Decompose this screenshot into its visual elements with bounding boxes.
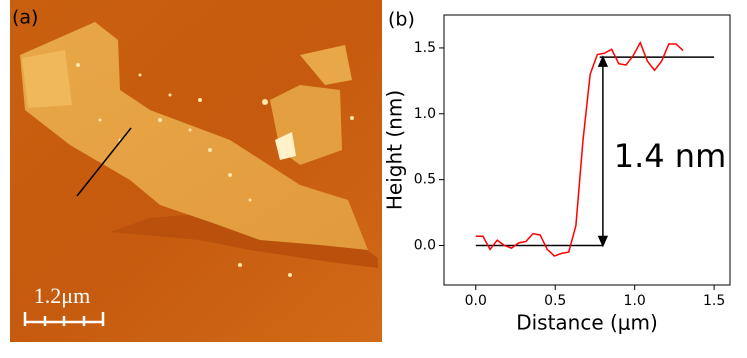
y-tick-label: 0.0 bbox=[414, 237, 436, 253]
y-tick-label: 1.0 bbox=[414, 106, 436, 122]
arrow bbox=[597, 55, 609, 248]
y-tick-label: 0.5 bbox=[414, 172, 436, 188]
data-line bbox=[475, 40, 684, 257]
plot-frame bbox=[443, 14, 731, 286]
panel-label: (a) bbox=[12, 7, 38, 29]
afm-flake-layer bbox=[22, 50, 72, 108]
afm-particles bbox=[76, 63, 354, 277]
x-tick-label: 1.5 bbox=[703, 293, 725, 309]
afm-flake-small bbox=[300, 45, 352, 85]
x-axis-label: Distance (μm) bbox=[516, 311, 658, 335]
x-tick-label: 1.0 bbox=[624, 293, 646, 309]
profile-line bbox=[76, 127, 132, 197]
afm-bright-spot bbox=[275, 132, 296, 160]
x-tick-label: 0.5 bbox=[544, 293, 566, 309]
afm-shadow bbox=[110, 212, 378, 268]
afm-flake bbox=[20, 22, 368, 250]
scale-bar-label: 1.2μm bbox=[34, 283, 90, 308]
y-tick-label: 1.5 bbox=[414, 40, 436, 56]
y-axis-label: Height (nm) bbox=[383, 90, 407, 210]
annotation: 1.4 nm bbox=[614, 137, 727, 175]
afm-image: (a) 1.2μm bbox=[10, 0, 382, 342]
scale-bar bbox=[23, 312, 105, 326]
x-tick-label: 0.0 bbox=[465, 293, 487, 309]
panel-label: (b) bbox=[388, 9, 415, 31]
